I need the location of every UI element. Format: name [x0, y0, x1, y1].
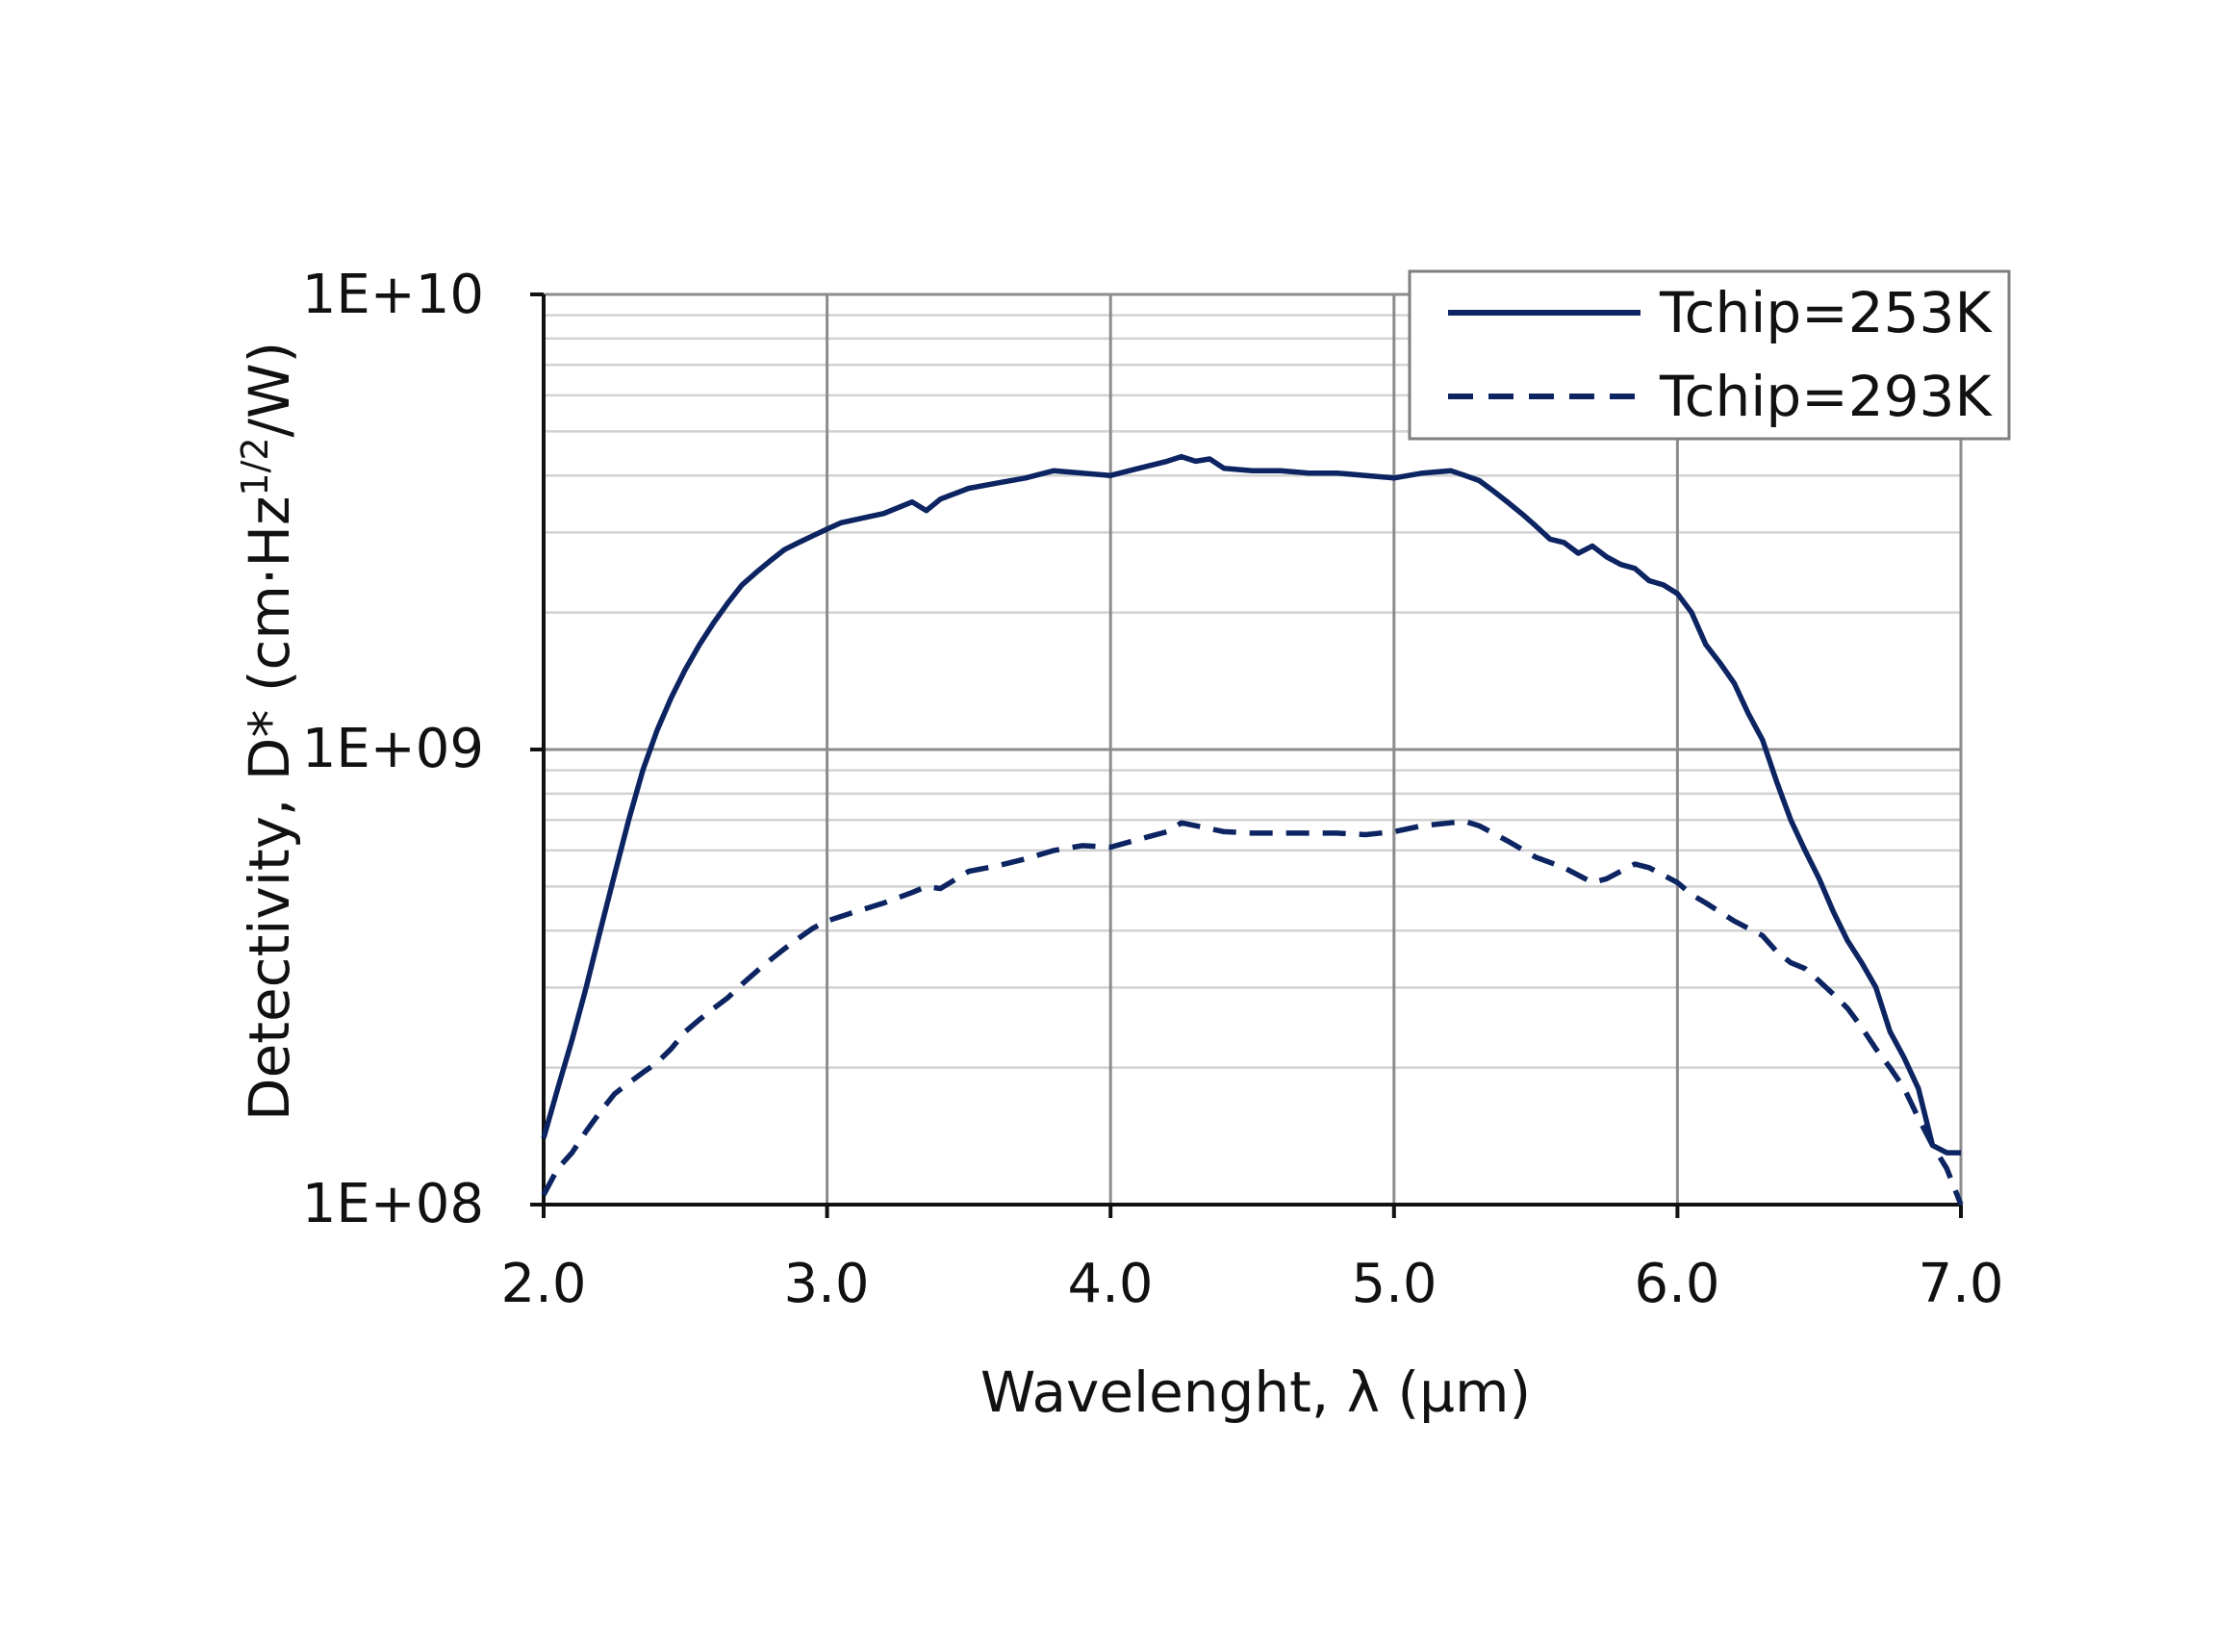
series-line-tchip-293k [541, 818, 1964, 1207]
legend-label: Tchip=293K [1659, 364, 1993, 429]
legend-box [1408, 269, 2011, 441]
y-tick-labels: 1E+08 1E+09 1E+10 [302, 264, 484, 1235]
x-tick-label: 7.0 [1918, 1253, 2003, 1315]
y-axis-title-superscript: 1/2 [234, 437, 276, 496]
x-tick-label: 5.0 [1351, 1253, 1437, 1315]
y-axis-title-main: Detectivity, D* (cm·Hz [237, 496, 302, 1122]
x-tick-label: 2.0 [500, 1253, 586, 1315]
x-tick-label: 4.0 [1067, 1253, 1153, 1315]
series-line-tchip-253k [541, 453, 1961, 1156]
y-tick-label: 1E+08 [302, 1173, 484, 1235]
y-axis-title-suffix: /W) [237, 342, 302, 438]
series-lines [541, 453, 1964, 1207]
legend-label: Tchip=253K [1659, 280, 1993, 345]
y-axis-title: Detectivity, D* (cm·Hz1/2/W) [234, 342, 302, 1121]
x-tick-labels: 2.0 3.0 4.0 5.0 6.0 7.0 [500, 1253, 2003, 1315]
y-tick-label: 1E+09 [302, 718, 484, 780]
y-tick-label: 1E+10 [302, 264, 484, 326]
axes [530, 292, 1963, 1218]
legend: Tchip=253K Tchip=293K [1408, 269, 2011, 441]
x-tick-label: 6.0 [1634, 1253, 1719, 1315]
x-tick-label: 3.0 [783, 1253, 869, 1315]
x-axis-title: Wavelenght, λ (µm) [980, 1360, 1531, 1425]
